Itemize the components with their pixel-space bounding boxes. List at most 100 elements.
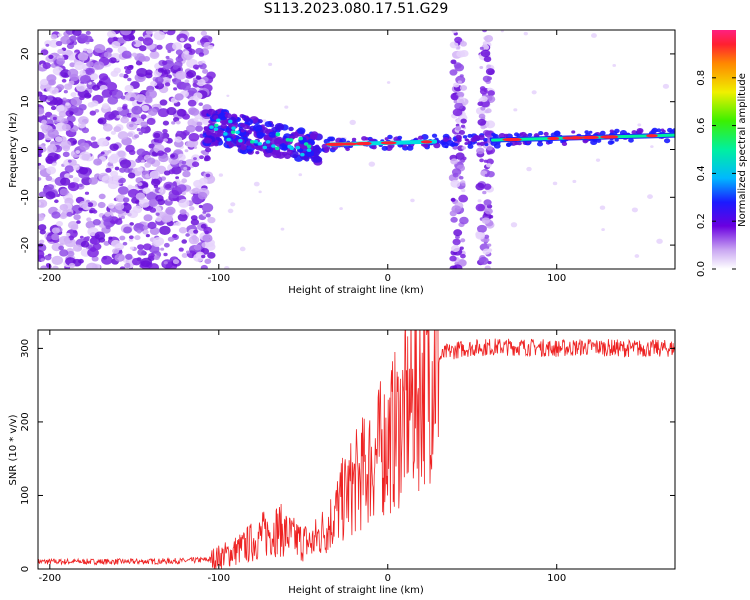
noise-blob	[163, 69, 171, 75]
signal-blob	[243, 117, 251, 123]
noise-band-blob	[484, 208, 493, 215]
carrier-blob	[454, 142, 459, 147]
noise-blob	[175, 221, 181, 227]
noise-blob	[73, 165, 80, 171]
signal-peak	[231, 126, 236, 130]
noise-band-blob	[452, 172, 459, 178]
noise-blob	[163, 252, 168, 257]
carrier-blob	[371, 145, 377, 150]
carrier-peak	[562, 136, 574, 140]
signal-blob	[296, 127, 306, 135]
noise-blob	[124, 84, 134, 93]
noise-blob	[60, 177, 71, 186]
noise-blob	[38, 131, 45, 141]
noise-band-blob	[451, 205, 462, 214]
noise-blob	[119, 159, 132, 169]
speck	[631, 207, 638, 213]
noise-blob	[50, 34, 58, 40]
noise-band-blob	[481, 217, 491, 225]
noise-blob	[164, 82, 171, 87]
carrier-blob	[536, 141, 544, 147]
noise-blob	[38, 249, 45, 259]
noise-blob	[188, 36, 196, 42]
noise-blob	[189, 108, 200, 116]
noise-blob	[92, 84, 100, 91]
x-tick-label: -100	[207, 273, 230, 284]
noise-band-blob	[458, 130, 466, 135]
carrier-blob	[455, 134, 462, 140]
noise-blob	[65, 232, 71, 237]
carrier-peak	[341, 142, 357, 146]
carrier-blob	[571, 130, 576, 134]
noise-band-blob	[482, 30, 488, 33]
carrier-blob	[672, 128, 675, 133]
signal-peak	[216, 118, 221, 123]
noise-blob	[183, 166, 188, 171]
noise-blob	[175, 49, 184, 56]
noise-blob	[172, 77, 182, 85]
noise-band-blob	[459, 85, 468, 91]
carrier-blob	[471, 137, 477, 142]
noise-blob	[110, 153, 119, 161]
noise-blob	[142, 225, 149, 230]
speck	[572, 179, 577, 184]
noise-blob	[86, 48, 93, 54]
noise-blob	[137, 36, 144, 42]
noise-blob	[119, 266, 126, 269]
signal-blob	[213, 142, 219, 147]
colorbar: 0.0 0.2 0.4 0.6 0.8 Normalized spectral ampl…	[696, 30, 748, 277]
noise-blob	[45, 175, 53, 182]
noise-band-blob	[478, 256, 489, 265]
noise-blob	[197, 61, 203, 65]
noise-band-blob	[449, 255, 457, 262]
noise-blob	[63, 90, 68, 94]
noise-blob	[140, 128, 146, 133]
noise-blob	[159, 99, 168, 106]
noise-blob	[161, 213, 173, 223]
noise-band-blob	[480, 124, 487, 130]
noise-blob	[136, 229, 142, 234]
noise-blob	[178, 198, 190, 208]
carrier-blob	[462, 135, 468, 139]
noise-blob	[59, 203, 69, 211]
noise-blob	[79, 69, 87, 76]
noise-blob	[69, 35, 78, 42]
speck	[637, 123, 642, 127]
noise-blob	[38, 146, 44, 155]
noise-blob	[194, 125, 203, 132]
noise-blob	[160, 247, 165, 251]
noise-blob	[68, 55, 75, 61]
noise-blob	[78, 167, 89, 175]
signal-peak	[253, 139, 259, 144]
noise-blob	[74, 61, 85, 70]
noise-blob	[205, 213, 211, 218]
noise-blob	[49, 87, 59, 95]
colorbar-tick-label: 0.8	[696, 70, 707, 86]
carrier-blob	[543, 131, 549, 137]
noise-band-blob	[451, 30, 458, 34]
speck	[410, 198, 415, 203]
carrier-blob	[431, 133, 438, 138]
noise-band-blob	[450, 197, 456, 202]
noise-blob	[157, 67, 164, 73]
noise-blob	[184, 149, 189, 153]
signal-blob	[265, 146, 274, 154]
noise-band-blob	[483, 183, 492, 190]
noise-blob	[191, 161, 200, 168]
noise-blob	[128, 235, 134, 240]
signal-blob	[256, 131, 265, 139]
noise-blob	[201, 203, 214, 213]
carrier-blob	[588, 130, 593, 134]
noise-blob	[102, 95, 107, 99]
noise-blob	[81, 176, 92, 186]
noise-band-blob	[451, 245, 460, 253]
speck	[368, 161, 376, 167]
carrier-peak	[380, 141, 397, 145]
noise-blob	[185, 82, 190, 86]
noise-blob	[45, 191, 56, 200]
noise-blob	[142, 187, 151, 194]
carrier-blob	[609, 129, 614, 134]
noise-blob	[155, 216, 162, 222]
speck	[500, 30, 504, 33]
noise-band-blob	[458, 194, 469, 203]
